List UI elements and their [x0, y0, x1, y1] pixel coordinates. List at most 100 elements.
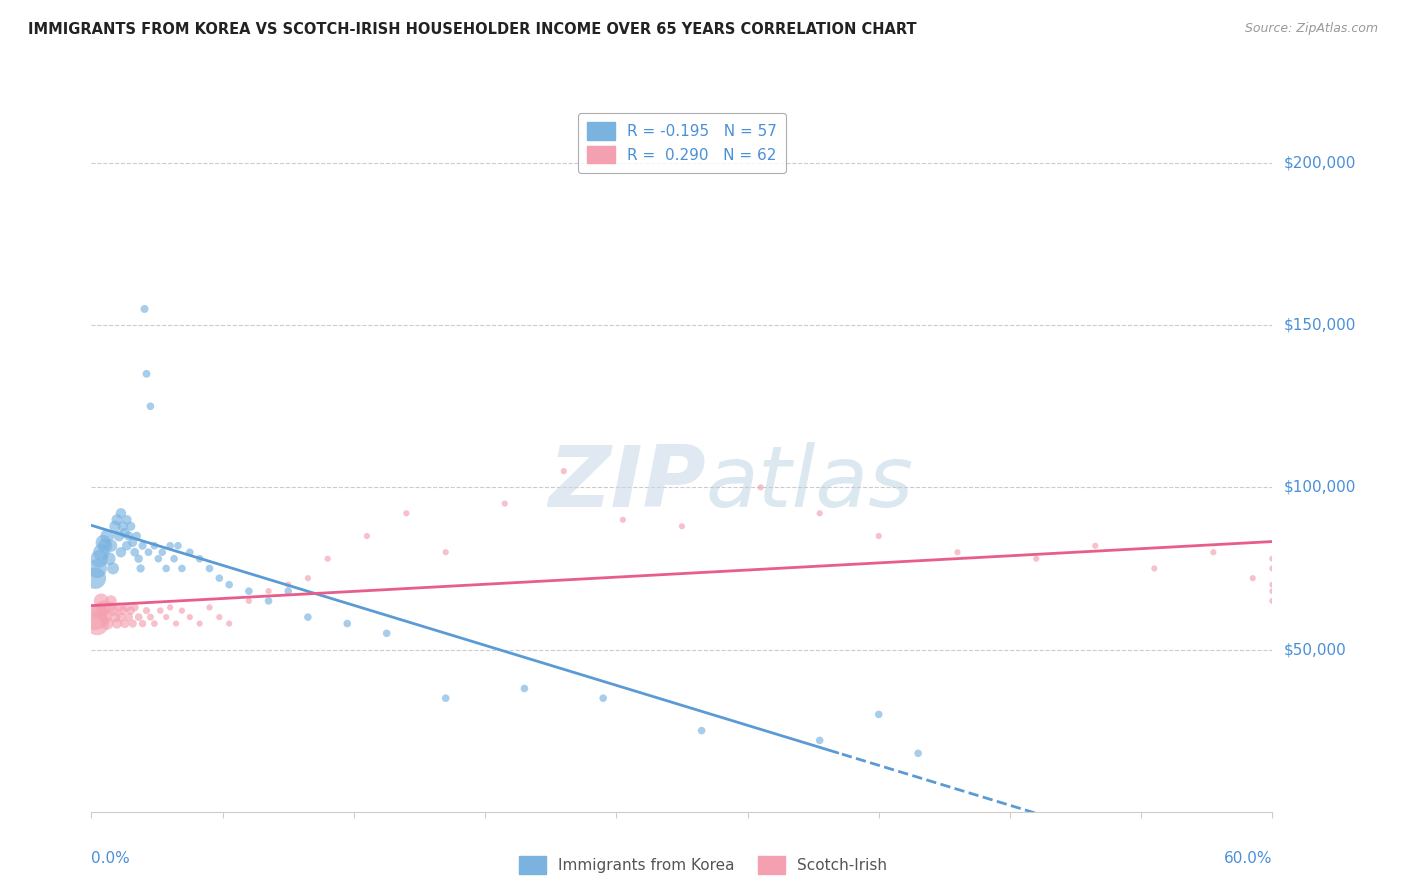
Point [86, 561, 108, 575]
Point [114, 616, 136, 631]
Text: Source: ZipAtlas.com: Source: ZipAtlas.com [1244, 22, 1378, 36]
Point [494, 497, 516, 511]
Text: $200,000: $200,000 [1284, 155, 1355, 170]
Point [110, 610, 132, 624]
Point [96, 529, 118, 543]
Point [115, 539, 138, 553]
Point [336, 616, 359, 631]
Text: $100,000: $100,000 [1284, 480, 1355, 495]
Point [375, 626, 398, 640]
Point [131, 539, 153, 553]
Point [111, 604, 134, 618]
Point [138, 545, 160, 559]
Point [690, 723, 713, 738]
Point [90, 594, 112, 608]
Point [86, 616, 108, 631]
Legend: Immigrants from Korea, Scotch-Irish: Immigrants from Korea, Scotch-Irish [512, 850, 894, 880]
Point [238, 594, 260, 608]
Point [139, 610, 162, 624]
Point [907, 747, 929, 761]
Point [143, 616, 166, 631]
Point [121, 535, 143, 549]
Point [105, 616, 128, 631]
Point [110, 545, 132, 559]
Point [155, 561, 177, 575]
Point [513, 681, 536, 696]
Point [808, 506, 831, 520]
Point [115, 513, 138, 527]
Point [121, 616, 143, 631]
Point [89, 551, 111, 566]
Point [115, 600, 138, 615]
Point [592, 691, 614, 706]
Point [170, 604, 193, 618]
Point [297, 571, 319, 585]
Point [149, 604, 172, 618]
Point [114, 525, 136, 540]
Text: $50,000: $50,000 [1284, 642, 1347, 657]
Point [553, 464, 575, 478]
Point [165, 616, 187, 631]
Point [98, 551, 121, 566]
Point [170, 561, 193, 575]
Point [1202, 545, 1225, 559]
Point [110, 506, 132, 520]
Point [1261, 561, 1284, 575]
Point [297, 610, 319, 624]
Point [808, 733, 831, 747]
Point [128, 551, 150, 566]
Text: atlas: atlas [706, 442, 914, 525]
Point [155, 610, 177, 624]
Point [946, 545, 969, 559]
Point [105, 513, 128, 527]
Point [148, 551, 170, 566]
Point [124, 600, 146, 615]
Point [90, 545, 112, 559]
Point [208, 610, 231, 624]
Point [1261, 594, 1284, 608]
Point [129, 561, 152, 575]
Point [135, 604, 157, 618]
Point [208, 571, 231, 585]
Point [91, 535, 114, 549]
Point [159, 539, 181, 553]
Point [84, 571, 107, 585]
Point [1025, 551, 1047, 566]
Point [100, 594, 122, 608]
Point [163, 551, 186, 566]
Point [1084, 539, 1107, 553]
Point [316, 551, 339, 566]
Point [118, 610, 141, 624]
Point [120, 519, 142, 533]
Point [150, 545, 173, 559]
Point [749, 480, 772, 494]
Text: $150,000: $150,000 [1284, 318, 1355, 333]
Point [277, 577, 299, 591]
Point [94, 539, 117, 553]
Point [198, 561, 221, 575]
Point [94, 610, 117, 624]
Point [434, 545, 457, 559]
Point [104, 519, 127, 533]
Point [111, 519, 134, 533]
Text: 0.0%: 0.0% [91, 851, 131, 866]
Point [134, 301, 156, 316]
Point [395, 506, 418, 520]
Point [84, 610, 107, 624]
Text: ZIP: ZIP [548, 442, 706, 525]
Point [108, 600, 131, 615]
Point [124, 545, 146, 559]
Point [101, 561, 124, 575]
Legend: R = -0.195   N = 57, R =  0.290   N = 62: R = -0.195 N = 57, R = 0.290 N = 62 [578, 113, 786, 173]
Point [131, 616, 153, 631]
Point [120, 604, 142, 618]
Point [257, 584, 280, 599]
Point [167, 539, 190, 553]
Point [1143, 561, 1166, 575]
Point [868, 529, 890, 543]
Text: 60.0%: 60.0% [1225, 851, 1272, 866]
Point [91, 600, 114, 615]
Point [179, 545, 201, 559]
Point [179, 610, 201, 624]
Point [98, 600, 121, 615]
